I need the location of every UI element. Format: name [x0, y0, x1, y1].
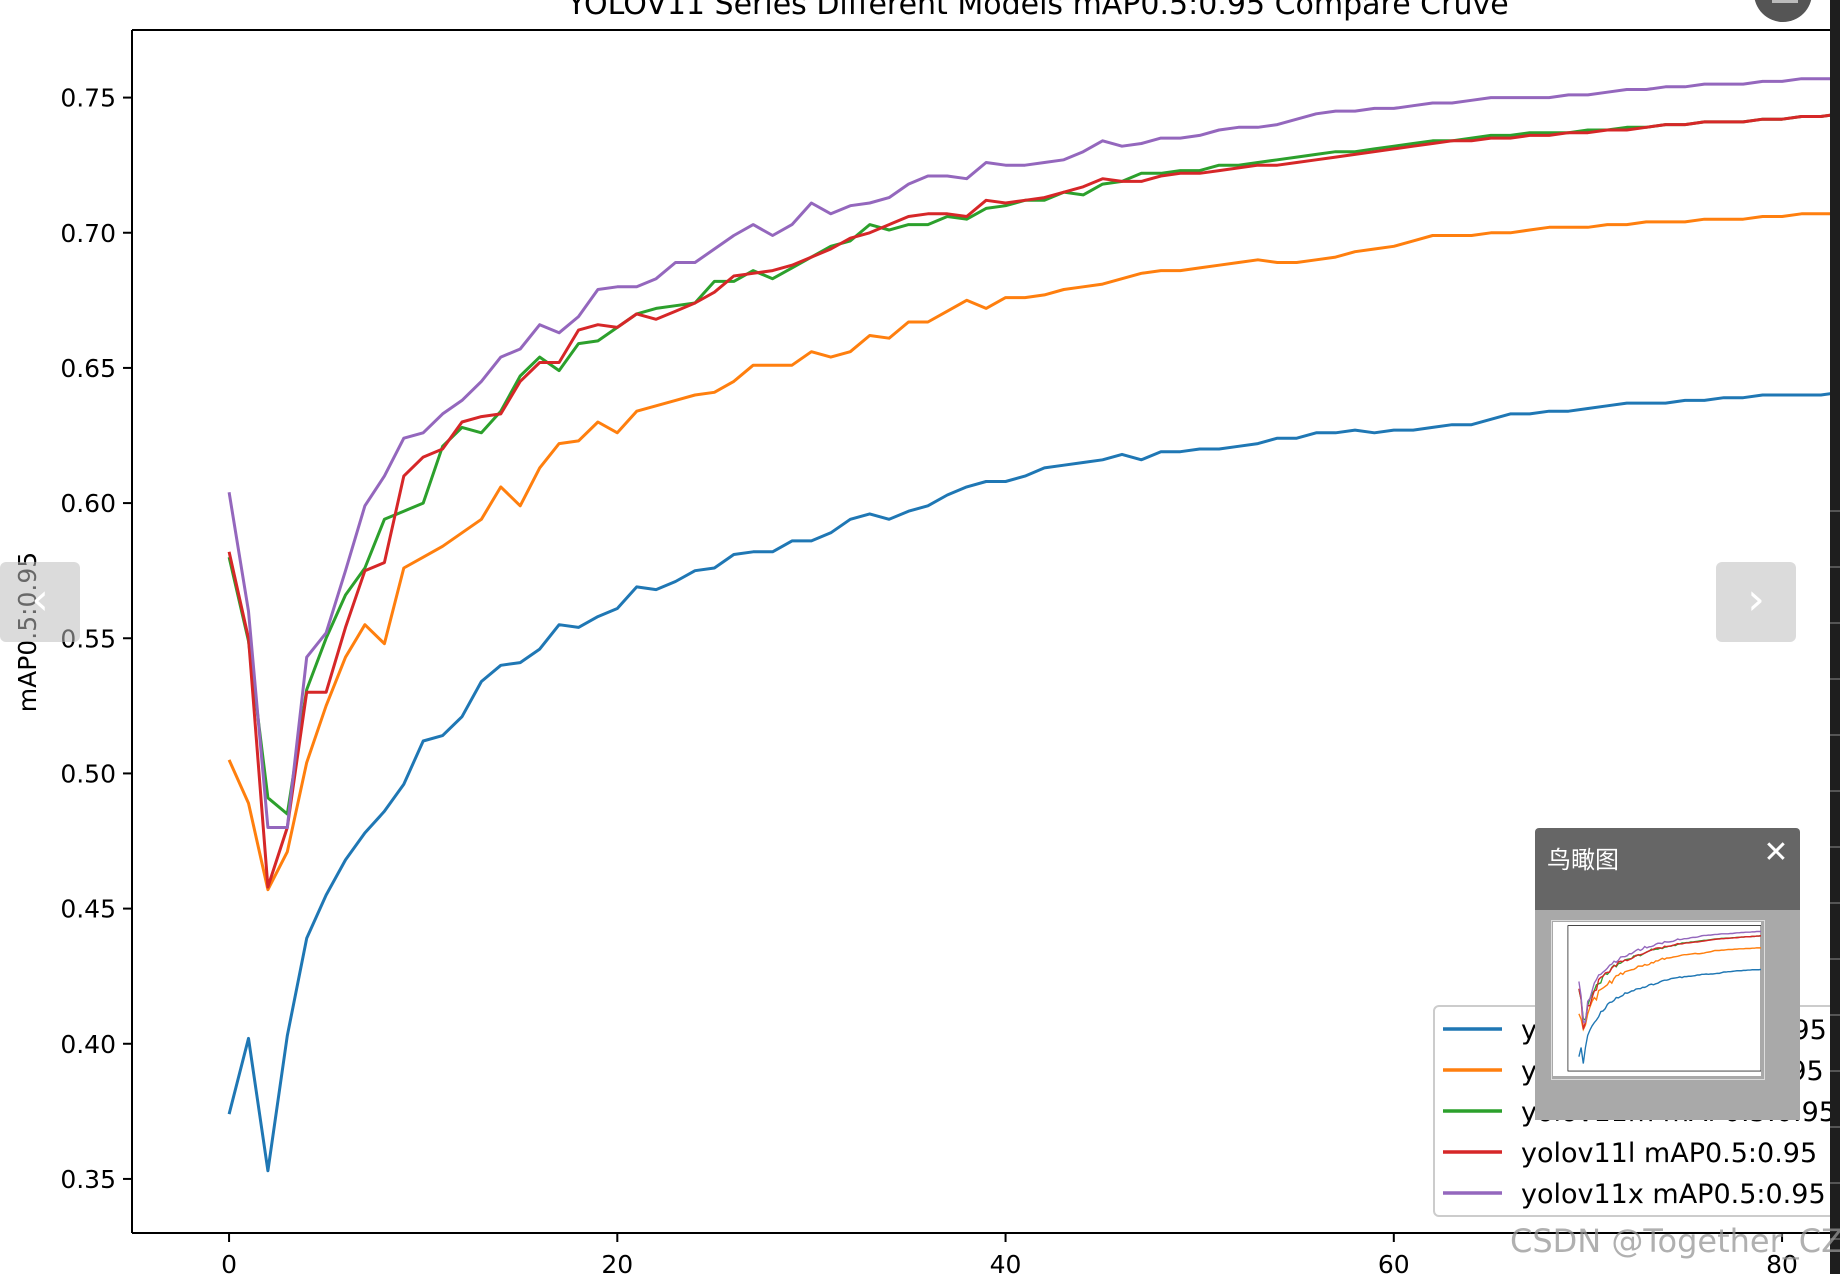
y-tick-label: 0.40 [60, 1030, 116, 1059]
thumb-series-line-5 [1578, 930, 1761, 1023]
panel-separator [1830, 510, 1840, 512]
overview-panel: 鸟瞰图 ✕ [1535, 828, 1800, 1120]
panel-separator [1830, 790, 1840, 792]
overview-viewport-frame[interactable] [1551, 920, 1765, 1080]
overview-thumbnail[interactable] [1553, 922, 1761, 1076]
thumb-series-line-1 [1578, 968, 1761, 1064]
overview-title: 鸟瞰图 [1547, 846, 1619, 874]
thumb-series-line-2 [1578, 947, 1761, 1032]
previous-image-button[interactable]: ‹ [0, 562, 80, 642]
y-tick-label: 0.50 [60, 759, 116, 788]
panel-separator [1830, 1182, 1840, 1184]
panel-separator [1830, 958, 1840, 960]
fullscreen-button[interactable] [1754, 0, 1812, 22]
series-line-2 [227, 212, 1840, 892]
panel-separator [1830, 622, 1840, 624]
series-line-3 [227, 112, 1840, 816]
x-tick-label: 0 [221, 1250, 237, 1274]
thumb-frame [1567, 925, 1761, 1072]
series-line-5 [227, 77, 1840, 829]
panel-separator [1830, 1126, 1840, 1128]
x-tick-label: 40 [990, 1250, 1022, 1274]
panel-separator [1830, 846, 1840, 848]
y-tick-label: 0.35 [60, 1165, 116, 1194]
legend-label: yolov11x mAP0.5:0.95 [1521, 1179, 1826, 1210]
y-tick-label: 0.65 [60, 354, 116, 383]
panel-separator [1830, 1238, 1840, 1240]
next-image-button[interactable]: › [1716, 562, 1796, 642]
panel-separator [1830, 566, 1840, 568]
panel-separator [1830, 1070, 1840, 1072]
legend-label: yolov11l mAP0.5:0.95 [1521, 1138, 1817, 1169]
panel-separator [1830, 678, 1840, 680]
panel-separator [1830, 902, 1840, 904]
x-tick-label: 60 [1378, 1250, 1410, 1274]
watermark: CSDN @Together_CZ [1510, 1222, 1840, 1260]
y-tick-label: 0.60 [60, 489, 116, 518]
chart-title: YOLOV11 Series Different Models mAP0.5:0… [566, 0, 1508, 22]
x-tick-label: 80 [1766, 1250, 1798, 1274]
side-panel-edge [1830, 0, 1840, 1274]
overview-body [1535, 910, 1800, 1120]
x-tick-label: 20 [601, 1250, 633, 1274]
y-tick-label: 0.70 [60, 219, 116, 248]
close-icon[interactable]: ✕ [1763, 835, 1789, 870]
panel-separator [1830, 1014, 1840, 1016]
panel-separator [1830, 734, 1840, 736]
y-tick-label: 0.75 [60, 84, 116, 113]
y-tick-label: 0.45 [60, 895, 116, 924]
thumb-series-line-4 [1578, 935, 1761, 1030]
fullscreen-icon [1772, 0, 1798, 3]
series-line-4 [227, 112, 1840, 889]
